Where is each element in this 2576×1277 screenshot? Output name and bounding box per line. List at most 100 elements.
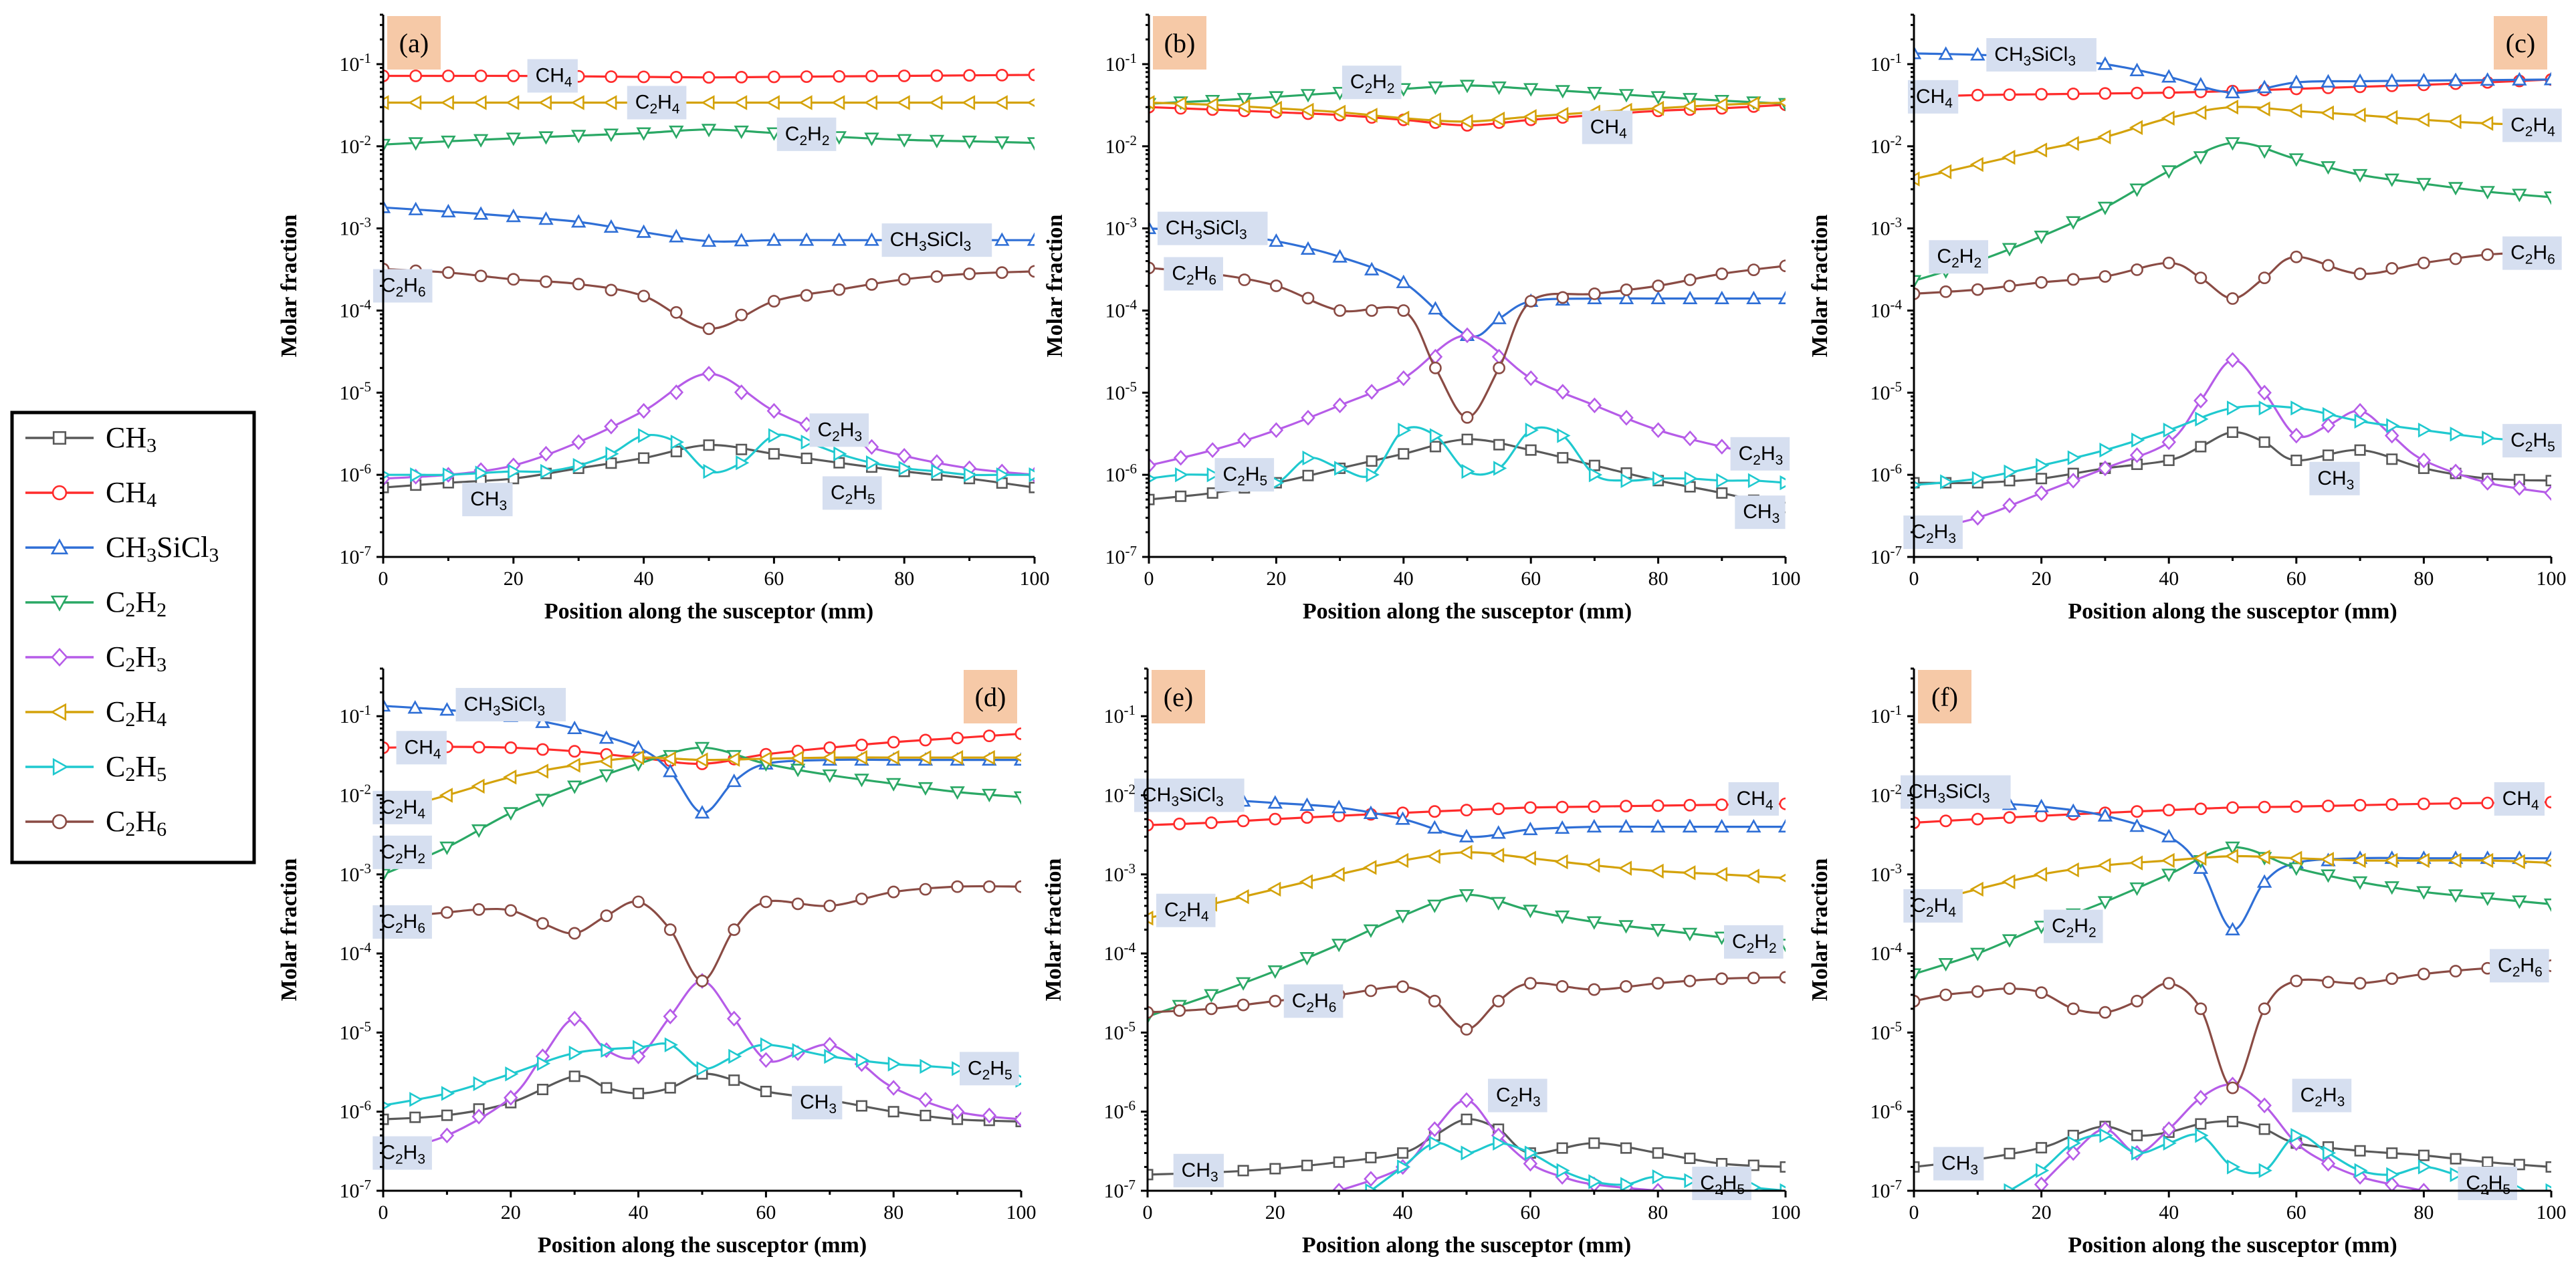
x-tick-label: 80 xyxy=(2413,1201,2434,1224)
data-point-C2H6 xyxy=(1556,291,1570,304)
data-point-CH3 xyxy=(383,1113,389,1125)
data-point-C2H2 xyxy=(1938,957,1953,972)
formula-part: CH xyxy=(1916,86,1945,108)
data-point-C2H6 xyxy=(1651,977,1665,990)
data-point-C2H6 xyxy=(1428,361,1442,374)
y-tick-exponent: -7 xyxy=(1891,543,1903,559)
panel-label-box xyxy=(2494,16,2547,70)
y-tick-base: 10 xyxy=(1870,1101,1891,1123)
formula-part: 3 xyxy=(1948,531,1956,546)
legend-item-CH3SiCl3: CH3SiCl3 xyxy=(25,531,219,566)
data-point-C2H4 xyxy=(538,95,552,110)
data-point-CH3SiCl3 xyxy=(2321,74,2336,88)
data-point-CH3SiCl3 xyxy=(2256,874,2272,888)
annotation-box xyxy=(792,1086,843,1120)
data-point-C2H5 xyxy=(633,1040,647,1055)
x-tick-label: 60 xyxy=(764,568,784,590)
annotation-box xyxy=(2494,782,2545,816)
data-point-C2H2 xyxy=(669,125,684,140)
data-point-C2H5 xyxy=(1029,467,1035,483)
data-point-C2H3 xyxy=(734,384,749,400)
formula-part: 4 xyxy=(417,806,425,822)
data-point-C2H5 xyxy=(2322,407,2337,423)
data-point-C2H2 xyxy=(2097,201,2113,215)
y-tick-exponent: -6 xyxy=(360,461,372,477)
x-tick-label: 60 xyxy=(2286,568,2306,590)
y-tick-exponent: -1 xyxy=(360,50,372,66)
data-point-CH3SiCl3 xyxy=(1364,261,1380,275)
formula-part: CH xyxy=(800,1091,829,1113)
x-tick-label: 100 xyxy=(1771,568,1801,590)
y-tick-label: 10-5 xyxy=(340,1018,372,1044)
series-line-C2H4 xyxy=(1148,851,1786,919)
data-point-C2H4 xyxy=(863,95,877,110)
data-point-C2H6 xyxy=(695,974,709,988)
data-point-C2H5 xyxy=(409,1092,423,1107)
y-tick-label: 10-2 xyxy=(340,132,372,158)
data-point-C2H5 xyxy=(931,463,945,479)
data-point-CH3 xyxy=(1366,455,1378,467)
data-point-C2H3 xyxy=(2289,427,2304,444)
annotation-label: C2H5 xyxy=(2510,429,2555,455)
annotation-CH4: CH4 xyxy=(1728,782,1779,816)
formula-part: 4 xyxy=(1619,126,1627,141)
x-tick-label: 100 xyxy=(2537,1201,2567,1224)
y-tick-label: 10-3 xyxy=(1105,215,1138,240)
data-point-C2H6 xyxy=(1620,979,1632,993)
annotation-C2H2: C2H2 xyxy=(1341,66,1402,100)
formula-part: 5 xyxy=(2547,439,2555,455)
data-point-CH4 xyxy=(472,741,486,754)
formula-part: 2 xyxy=(1753,453,1761,468)
data-point-C2H6 xyxy=(791,897,804,911)
series-group xyxy=(383,698,1021,1161)
data-point-C2H4 xyxy=(1300,102,1314,118)
data-point-C2H2 xyxy=(383,138,391,152)
data-point-C2H5 xyxy=(760,1037,774,1052)
annotation-box xyxy=(1728,782,1779,816)
data-point-C2H2 xyxy=(535,794,550,808)
annotation-label: C2H2 xyxy=(1350,71,1395,96)
data-point-C2H2 xyxy=(1204,989,1219,1003)
data-point-C2H4 xyxy=(1914,171,1920,187)
data-point-C2H5 xyxy=(670,435,684,450)
annotation-label: CH3 xyxy=(1941,1152,1978,1177)
data-point-C2H6 xyxy=(663,923,677,936)
y-tick-label: 10-4 xyxy=(340,939,372,965)
formula-part: CH xyxy=(1166,217,1194,239)
formula-part: 2 xyxy=(1926,531,1934,546)
data-point-CH4 xyxy=(1014,727,1021,740)
data-point-C2H4 xyxy=(994,95,1008,110)
data-point-C2H4 xyxy=(2448,852,2462,868)
formula-part: CH xyxy=(890,229,919,251)
data-point-CH3SiCl3 xyxy=(1459,828,1475,842)
data-point-C2H3 xyxy=(1587,397,1602,414)
data-point-C2H6 xyxy=(1555,979,1569,993)
annotation-box xyxy=(1156,893,1216,927)
data-point-C2H2 xyxy=(2321,161,2336,175)
data-point-C2H5 xyxy=(2004,1183,2018,1191)
annotation-label: CH3SiCl3 xyxy=(890,229,972,254)
y-axis-title: Molar fraction xyxy=(277,858,302,1002)
formula-part: C xyxy=(1292,990,1307,1012)
data-point-C2H3 xyxy=(2416,452,2432,469)
legend-item-C2H5: C2H5 xyxy=(25,750,167,786)
data-point-CH3SiCl3 xyxy=(2352,73,2368,87)
y-tick-exponent: -4 xyxy=(1891,939,1903,955)
data-point-C2H2 xyxy=(570,130,586,144)
y-tick-base: 10 xyxy=(1105,53,1125,76)
series-group xyxy=(1148,787,1786,1191)
formula-part: H xyxy=(403,796,418,818)
formula-part: H xyxy=(135,805,156,838)
y-tick-exponent: -2 xyxy=(1891,132,1903,148)
annotation-CH4: CH4 xyxy=(2494,782,2545,816)
data-point-C2H6 xyxy=(951,880,964,893)
data-point-C2H2 xyxy=(2448,889,2464,903)
formula-part: C xyxy=(1350,71,1365,93)
legend-box xyxy=(10,411,256,864)
data-point-C2H6 xyxy=(1779,259,1786,273)
data-point-C2H5 xyxy=(833,446,847,462)
data-point-C2H3 xyxy=(2257,384,2272,401)
data-point-C2H4 xyxy=(1426,848,1440,864)
data-point-CH3SiCl3 xyxy=(2097,56,2113,70)
